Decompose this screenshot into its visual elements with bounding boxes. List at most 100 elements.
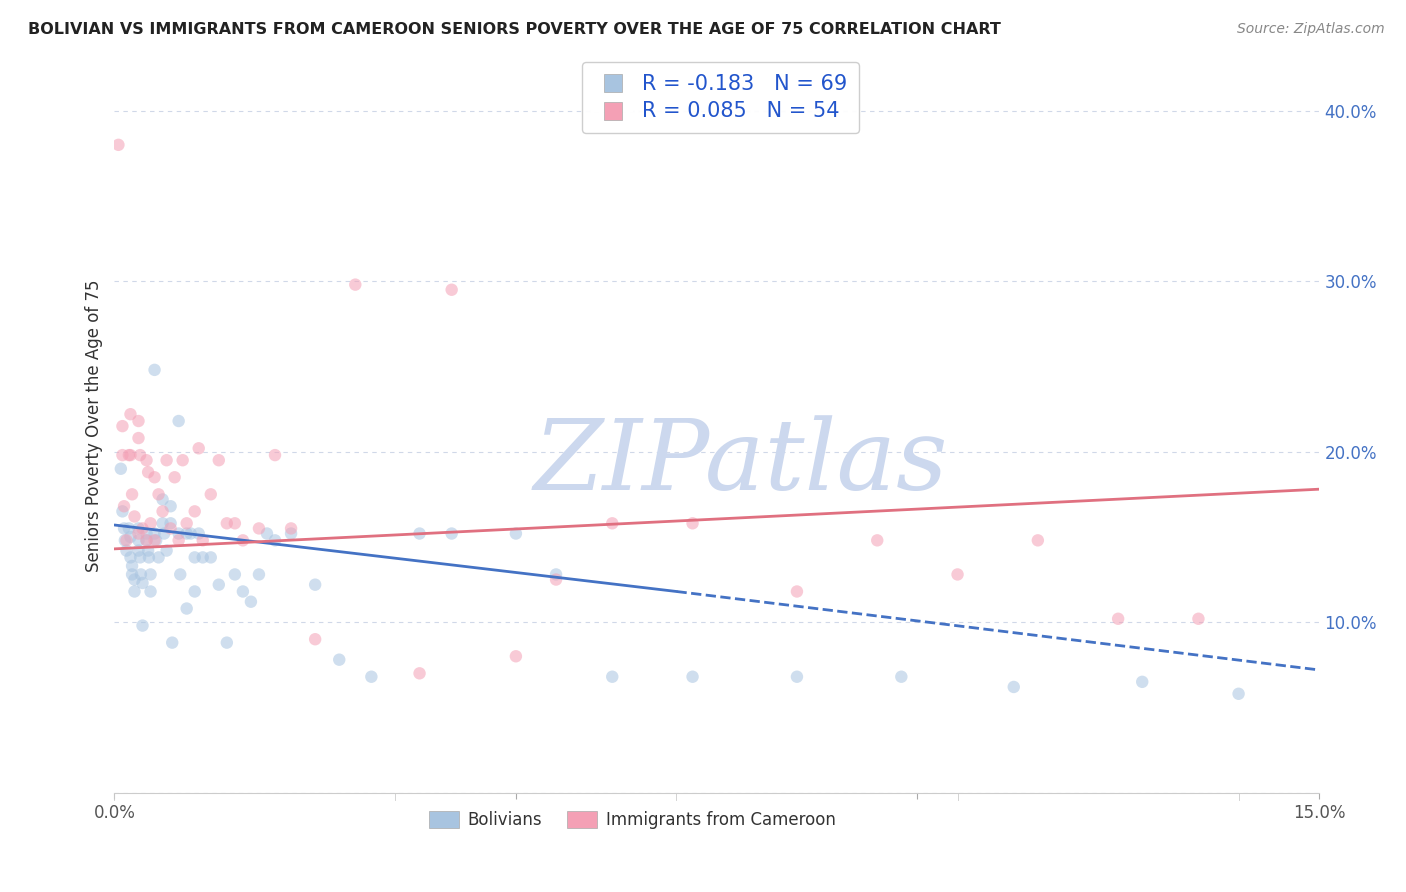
Point bbox=[112, 521, 135, 535]
Point bbox=[304, 632, 326, 647]
Point bbox=[183, 584, 205, 599]
Point bbox=[135, 453, 157, 467]
Point bbox=[111, 448, 134, 462]
Point bbox=[208, 577, 231, 591]
Point bbox=[131, 618, 153, 632]
Point bbox=[110, 462, 132, 476]
Point bbox=[155, 543, 177, 558]
Point bbox=[135, 533, 157, 548]
Point bbox=[247, 567, 270, 582]
Text: ZIPatlas: ZIPatlas bbox=[533, 415, 948, 510]
Point bbox=[280, 521, 302, 535]
Point bbox=[124, 573, 146, 587]
Point bbox=[890, 670, 912, 684]
Point bbox=[1227, 687, 1250, 701]
Point bbox=[191, 533, 214, 548]
Point bbox=[120, 407, 142, 421]
Point bbox=[152, 492, 174, 507]
Legend: Bolivians, Immigrants from Cameroon: Bolivians, Immigrants from Cameroon bbox=[423, 804, 842, 836]
Point bbox=[169, 567, 191, 582]
Point bbox=[215, 516, 238, 531]
Point bbox=[187, 442, 209, 456]
Point bbox=[148, 550, 170, 565]
Point bbox=[131, 576, 153, 591]
Point bbox=[176, 601, 198, 615]
Point bbox=[138, 550, 160, 565]
Point bbox=[328, 653, 350, 667]
Point bbox=[1107, 612, 1129, 626]
Point bbox=[544, 567, 567, 582]
Point bbox=[600, 670, 623, 684]
Point bbox=[160, 635, 183, 649]
Point bbox=[135, 526, 157, 541]
Point bbox=[786, 584, 808, 599]
Point bbox=[128, 526, 150, 541]
Point bbox=[1187, 612, 1209, 626]
Point bbox=[440, 283, 463, 297]
Point bbox=[408, 526, 430, 541]
Point bbox=[224, 516, 246, 531]
Point bbox=[946, 567, 969, 582]
Point bbox=[121, 567, 143, 582]
Point bbox=[1002, 680, 1025, 694]
Point bbox=[148, 487, 170, 501]
Point bbox=[118, 521, 141, 535]
Point bbox=[107, 137, 129, 152]
Point bbox=[176, 526, 198, 541]
Point bbox=[120, 550, 142, 565]
Point bbox=[114, 533, 136, 548]
Point bbox=[129, 567, 152, 582]
Point bbox=[247, 521, 270, 535]
Point bbox=[115, 543, 138, 558]
Point bbox=[111, 419, 134, 434]
Point bbox=[167, 414, 190, 428]
Point bbox=[152, 516, 174, 531]
Point bbox=[187, 526, 209, 541]
Point bbox=[1026, 533, 1049, 548]
Point bbox=[143, 526, 166, 541]
Point bbox=[145, 533, 167, 548]
Point bbox=[280, 526, 302, 541]
Point bbox=[200, 487, 222, 501]
Point bbox=[232, 584, 254, 599]
Point bbox=[159, 521, 181, 535]
Point bbox=[505, 649, 527, 664]
Point bbox=[172, 453, 194, 467]
Point bbox=[183, 550, 205, 565]
Point bbox=[115, 533, 138, 548]
Text: BOLIVIAN VS IMMIGRANTS FROM CAMEROON SENIORS POVERTY OVER THE AGE OF 75 CORRELAT: BOLIVIAN VS IMMIGRANTS FROM CAMEROON SEN… bbox=[28, 22, 1001, 37]
Point bbox=[128, 521, 150, 535]
Point bbox=[143, 533, 166, 548]
Point bbox=[153, 526, 176, 541]
Point bbox=[224, 567, 246, 582]
Point bbox=[200, 550, 222, 565]
Point bbox=[143, 470, 166, 484]
Point bbox=[256, 526, 278, 541]
Point bbox=[139, 567, 162, 582]
Point bbox=[152, 504, 174, 518]
Point bbox=[304, 577, 326, 591]
Point bbox=[208, 453, 231, 467]
Y-axis label: Seniors Poverty Over the Age of 75: Seniors Poverty Over the Age of 75 bbox=[86, 280, 103, 573]
Point bbox=[129, 550, 152, 565]
Point bbox=[408, 666, 430, 681]
Point bbox=[344, 277, 367, 292]
Point bbox=[159, 516, 181, 531]
Point bbox=[136, 465, 159, 479]
Point bbox=[360, 670, 382, 684]
Point bbox=[544, 573, 567, 587]
Point bbox=[121, 487, 143, 501]
Point bbox=[121, 558, 143, 573]
Point bbox=[139, 584, 162, 599]
Point bbox=[143, 363, 166, 377]
Point bbox=[129, 448, 152, 462]
Point bbox=[215, 635, 238, 649]
Point bbox=[180, 526, 202, 541]
Point bbox=[111, 504, 134, 518]
Point bbox=[128, 533, 150, 548]
Text: Source: ZipAtlas.com: Source: ZipAtlas.com bbox=[1237, 22, 1385, 37]
Point bbox=[139, 516, 162, 531]
Point bbox=[239, 595, 262, 609]
Point bbox=[191, 550, 214, 565]
Point bbox=[232, 533, 254, 548]
